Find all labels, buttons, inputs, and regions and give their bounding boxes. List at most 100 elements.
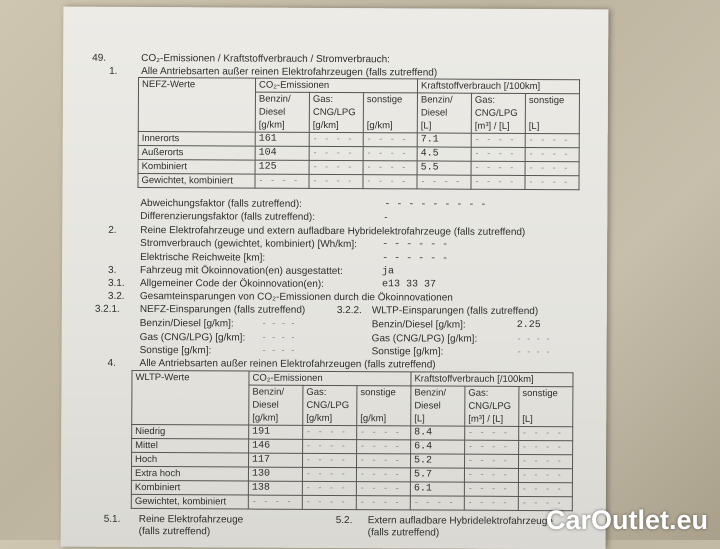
column-header-line: sonstige [366, 94, 403, 106]
column-header-line: Gas: [468, 387, 489, 399]
column-header-line: sonstige [360, 387, 396, 399]
row-label: Kombiniert [131, 480, 249, 496]
section-number: 5.1. [103, 513, 121, 525]
table-cell: 125 [255, 160, 310, 175]
table-cell: - - - - [363, 132, 418, 147]
savings-label: Benzin/Diesel [g/km]: [371, 319, 466, 331]
row-label: Kombiniert [138, 159, 256, 175]
row-label: Mittel [131, 438, 249, 454]
table-cell: 5.5 [417, 160, 472, 176]
savings-label: Gas (CNG/LPG) [g/km]: [139, 331, 246, 344]
table-cell: - - - - [302, 453, 357, 468]
column-unit: [L] [518, 412, 573, 427]
table-cell: 191 [248, 425, 303, 440]
table-cell: - - - - [518, 454, 573, 469]
section-title: Gesamteinsparungen von CO₂-Emissionen du… [139, 290, 453, 304]
column-header-line: Benzin/ [252, 386, 285, 398]
column-header: sonstige [356, 385, 411, 413]
column-unit: [L] [417, 119, 472, 134]
savings-value: - - - - [516, 347, 551, 358]
section-title: NEFZ-Einsparungen (falls zutreffend) [139, 303, 306, 316]
table-cell: 5.7 [410, 467, 465, 483]
table-cell: - - - - [464, 454, 519, 469]
section-subtitle: (falls zutreffend) [367, 527, 440, 539]
column-unit: [g/km] [248, 411, 303, 426]
row-label: Gewichtet, kombiniert [137, 173, 256, 189]
column-header-line: CNG/LPG [474, 107, 518, 119]
column-header: Gas: CNG/LPG [471, 93, 526, 120]
table-cell: 5.2 [410, 453, 465, 469]
column-header-line [522, 400, 569, 413]
column-unit: [g/km] [302, 411, 357, 426]
table-cell: 4.5 [417, 146, 472, 162]
reichweite-label: Elektrische Reichweite [km]: [140, 251, 266, 264]
group-header: CO₂-Emissionen [248, 371, 412, 386]
column-header: Gas: CNG/LPG [309, 92, 364, 120]
section-number: 3.2. [107, 290, 125, 302]
savings-label: Sonstige [g/km]: [139, 344, 212, 357]
table-cell: - - - - [356, 467, 411, 482]
group-header: Kraftstoffverbrauch [/100km] [417, 78, 580, 94]
table-cell: - - - - [471, 147, 526, 162]
table-cell: - - - - [356, 439, 411, 454]
table-cell: - - - - [518, 426, 573, 441]
differenzierungsfaktor-value: - [384, 212, 388, 224]
column-header-line: Diesel [420, 107, 448, 119]
row-label: Niedrig [131, 424, 249, 440]
table-cell: - - - - [302, 495, 357, 510]
column-unit: [m³] / [L] [464, 412, 519, 427]
column-header-line [529, 107, 576, 120]
table-cell: - - - - [416, 174, 472, 190]
table-cell: - - - - [464, 440, 519, 455]
column-header: sonstige [525, 93, 580, 121]
column-header: Benzin/Diesel [410, 385, 465, 413]
column-header-line: Diesel [414, 400, 441, 412]
group-header: Kraftstoffverbrauch [/100km] [410, 371, 574, 387]
savings-label: Sonstige [g/km]: [371, 346, 444, 358]
table-cell: - - - - [363, 160, 418, 175]
table-cell: - - - - [525, 161, 580, 176]
column-header: Gas: CNG/LPG [302, 385, 357, 413]
reichweite-value: - - - - - - [382, 253, 449, 265]
column-unit: [g/km] [309, 118, 364, 133]
table-cell: - - - - [254, 174, 310, 189]
savings-label: Benzin/Diesel [g/km]: [139, 317, 234, 330]
column-header-line: Benzin/ [420, 94, 453, 106]
table-cell: 138 [248, 481, 303, 496]
watermark-logo: CarOutlet.eu [545, 505, 708, 535]
stromverbrauch-label: Stromverbrauch (gewichtet, kombiniert) [… [140, 237, 357, 251]
document-page: 49. CO₂-Emissionen / Kraftstoffverbrauch… [60, 6, 609, 549]
table-cell: - - - - [302, 425, 357, 440]
column-unit: [g/km] [255, 118, 310, 133]
oekoinnovation-label: Fahrzeug mit Ökoinnovation(en) ausgestat… [140, 264, 343, 278]
row-label: Gewichtet, kombiniert [131, 494, 249, 510]
table-cell: - - - - [356, 481, 411, 496]
section-title: Reine Elektrofahrzeuge [138, 513, 244, 526]
table-cell: - - - - [470, 175, 526, 190]
table-cell: - - - - [518, 440, 573, 455]
row-label: Extra hoch [131, 466, 249, 482]
wltp-table: WLTP-Werte CO₂-Emissionen Kraftstoffverb… [131, 370, 574, 511]
column-header: Benzin/Diesel [417, 92, 472, 120]
savings-value: - - - - [261, 346, 296, 356]
column-header-line: Gas: [474, 94, 496, 106]
column-header-line: sonstige [528, 95, 565, 107]
table-corner: NEFZ-Werte [138, 77, 256, 133]
nefz-table: NEFZ-Werte CO₂-Emissionen Kraftstoffverb… [137, 77, 580, 190]
savings-value: - - - - [261, 333, 296, 343]
savings-value: 2.25 [516, 319, 541, 332]
table-cell: - - - - [302, 467, 357, 482]
table-cell: - - - - [356, 453, 411, 468]
table-corner: WLTP-Werte [131, 370, 250, 426]
table-cell: 146 [248, 439, 303, 454]
stromverbrauch-value: - - - - - - [382, 239, 449, 251]
table-cell: - - - - [308, 174, 364, 189]
oekoinnovation-value: ja [382, 266, 395, 278]
section-number: 3.2.1. [94, 303, 120, 315]
code-value: e13 33 37 [381, 279, 437, 291]
table-cell: - - - - [518, 468, 573, 483]
column-header-line [367, 106, 414, 119]
column-header: Gas: CNG/LPG [464, 386, 519, 413]
column-unit: [L] [525, 119, 580, 134]
table-cell: - - - - [302, 439, 357, 454]
